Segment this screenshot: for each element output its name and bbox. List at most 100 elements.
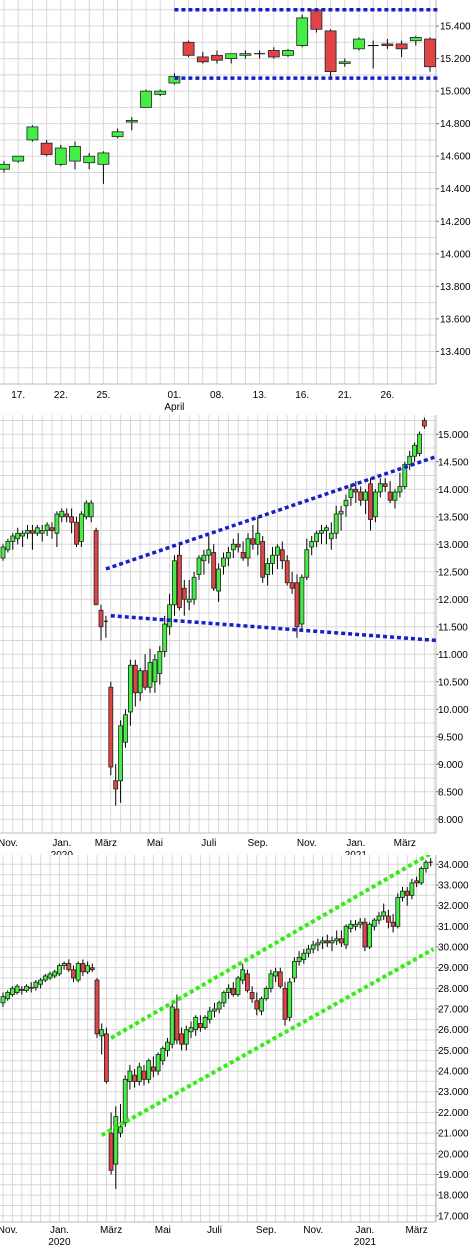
candle (338, 505, 344, 531)
candle-body (267, 50, 280, 58)
candle-body (329, 940, 335, 944)
candle-body (174, 1008, 180, 1041)
candle-body (188, 1027, 194, 1033)
candle (245, 533, 251, 567)
candle-body (323, 527, 329, 531)
candles (0, 8, 436, 184)
candle-body (191, 576, 197, 600)
candle (267, 47, 280, 59)
candle (417, 431, 422, 457)
candle-body (202, 1016, 208, 1029)
candle-body (111, 131, 124, 138)
candle (296, 14, 309, 48)
candle (390, 913, 396, 933)
candle (64, 508, 70, 523)
candle-body (10, 535, 16, 542)
candle-body (235, 543, 241, 548)
candle (127, 1064, 133, 1090)
candle (254, 992, 260, 1016)
candle-body (230, 543, 236, 551)
candle (240, 963, 246, 985)
y-tick-label: 13.600 (440, 314, 471, 325)
candle-body (74, 521, 79, 545)
candle-body (64, 513, 70, 518)
candle (289, 571, 295, 594)
candle (85, 961, 90, 974)
candle-body (418, 868, 424, 884)
candle (38, 978, 43, 989)
candle-body (260, 541, 266, 578)
candle (69, 141, 81, 170)
candle-body (33, 981, 39, 988)
candle-body (387, 491, 393, 501)
x-tick-sublabel: 2021 (345, 850, 368, 855)
candle (75, 961, 81, 983)
y-tick-label: 11.000 (438, 650, 468, 661)
candle (348, 483, 354, 506)
candle (113, 764, 119, 806)
candle (197, 1015, 203, 1032)
candle (353, 37, 365, 51)
candle-body (38, 979, 43, 985)
y-tick-label: 28.000 (438, 984, 469, 995)
y-tick-label: 32.000 (438, 901, 469, 912)
candle-body (94, 979, 100, 1035)
candle (395, 893, 401, 929)
candle-body (167, 604, 173, 628)
candle-body (9, 987, 15, 995)
candle-body (150, 1066, 156, 1072)
x-tick-sublabel: 2021 (354, 1237, 377, 1248)
candle-body (140, 90, 152, 108)
candle-body (226, 987, 232, 993)
x-tick-sublabel: 2020 (48, 1237, 71, 1248)
candle-body (19, 988, 25, 991)
y-tick-label: 14.400 (440, 184, 471, 195)
candle (357, 918, 363, 929)
y-tick-label: 9.000 (438, 760, 463, 771)
candle-body (118, 725, 123, 782)
candle (97, 151, 110, 184)
y-tick-label: 14.000 (440, 249, 471, 260)
candle-body (357, 921, 363, 925)
candle (137, 668, 143, 701)
candle (123, 709, 128, 748)
candle-body (265, 563, 271, 575)
x-tick-label: Sep. (256, 1225, 277, 1236)
candle-body (284, 560, 290, 584)
candle-body (328, 532, 334, 540)
x-tick-label: Nov. (303, 1225, 323, 1236)
candle-body (404, 890, 410, 896)
candle (150, 1056, 156, 1078)
candle-body (141, 1070, 147, 1080)
candle (239, 50, 252, 59)
candle (9, 986, 15, 997)
candle-body (358, 491, 364, 501)
y-tick-label: 12.000 (438, 595, 469, 606)
candle (249, 986, 255, 1003)
candle (118, 1104, 123, 1138)
candle-body (113, 1116, 119, 1165)
candle-body (147, 662, 153, 688)
candle-body (93, 530, 99, 606)
y-tick-label: 29.000 (438, 963, 469, 974)
candle-body (235, 977, 241, 995)
candle-body (270, 554, 275, 564)
candle (315, 938, 321, 952)
candle-body (334, 938, 340, 942)
candle (299, 574, 305, 630)
candle (301, 949, 307, 964)
candle-body (0, 546, 6, 559)
candle-body (89, 967, 95, 971)
candles (0, 858, 433, 1189)
candle-body (196, 56, 209, 63)
candle-body (61, 963, 67, 967)
candle-body (353, 923, 358, 927)
candle (141, 1064, 147, 1086)
candle (74, 516, 79, 547)
y-tick-label: 9.500 (438, 732, 463, 743)
candle (372, 489, 378, 523)
candle (162, 615, 168, 657)
candle (270, 547, 275, 575)
candle (66, 959, 72, 972)
candle (392, 489, 398, 509)
